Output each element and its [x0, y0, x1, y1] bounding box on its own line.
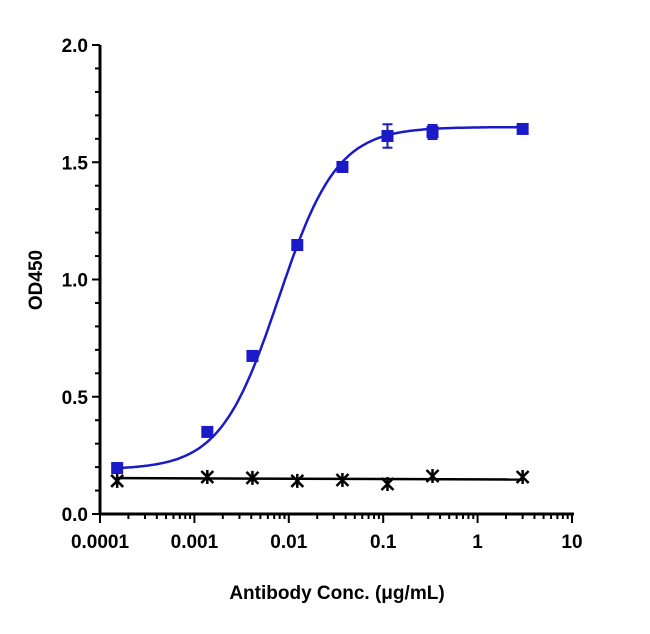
series-1-fit-curve [117, 125, 523, 470]
series-1-point [291, 239, 304, 252]
series-1-point [201, 425, 214, 438]
x-tick-label: 0.0001 [71, 532, 130, 553]
x-tick-label: 0.01 [270, 532, 307, 553]
x-tick-label: 0.1 [370, 532, 397, 553]
series-2-point [425, 469, 440, 484]
series-2-point [110, 473, 125, 488]
series-1-point [336, 160, 349, 173]
series-2-point [245, 470, 260, 485]
series-1-point [381, 129, 394, 142]
series-1-point [426, 125, 439, 138]
y-axis-label: OD450 [26, 250, 47, 310]
series-2-point [335, 472, 350, 487]
x-axis-label: Antibody Conc. (μg/mL) [229, 583, 444, 604]
x-tick-label: 0.001 [171, 532, 219, 553]
y-tick-label: 1.0 [62, 271, 88, 292]
series-1-point [516, 122, 529, 135]
series-1-point [246, 349, 259, 362]
y-tick-label: 0.0 [62, 505, 88, 526]
y-tick-label: 2.0 [62, 36, 88, 57]
x-tick-label: 1 [472, 532, 483, 553]
y-tick-label: 1.5 [62, 153, 89, 174]
series-2-point [200, 469, 215, 484]
series-2-fit-line [117, 476, 523, 481]
x-tick-label: 10 [561, 532, 582, 553]
series-2-point [515, 469, 530, 484]
series-1-point [111, 462, 124, 475]
series-2-point [380, 476, 395, 491]
y-tick-label: 0.5 [62, 388, 89, 409]
series-2-point [290, 473, 305, 488]
